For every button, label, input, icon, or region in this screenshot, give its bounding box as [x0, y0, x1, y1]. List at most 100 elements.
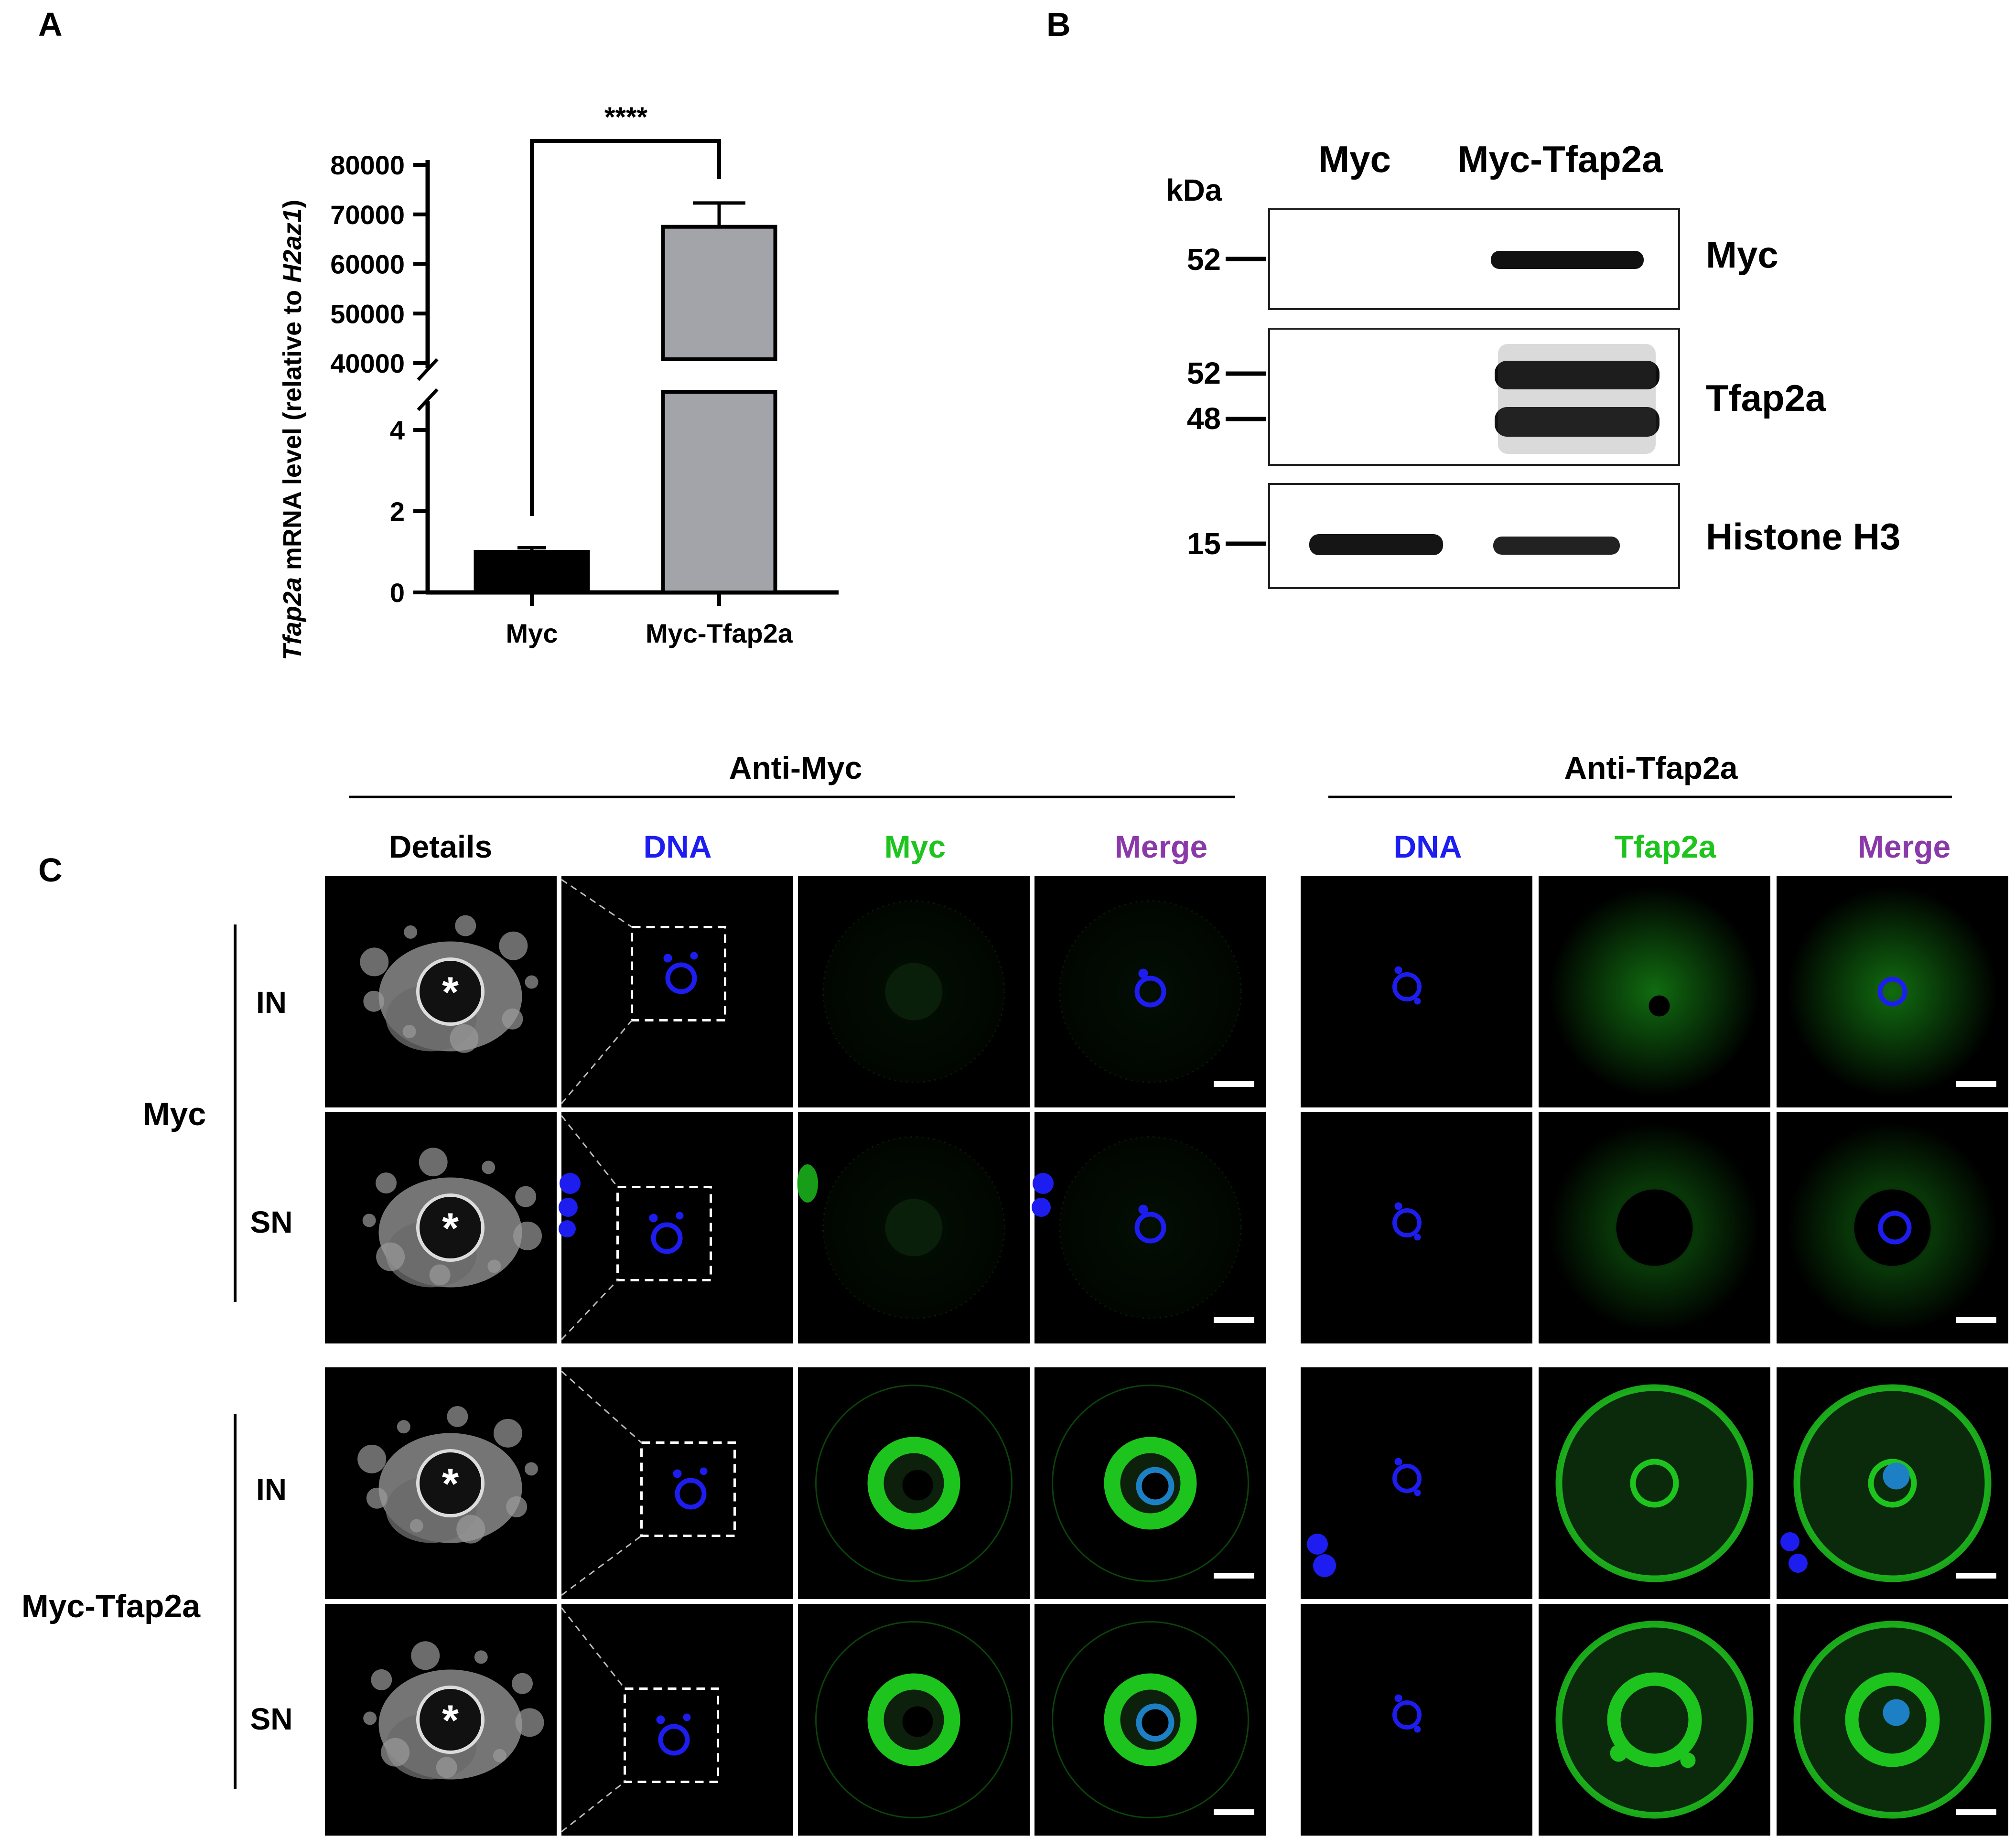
chromatin-spot [676, 1212, 684, 1220]
lane-label-myc-tfap2a: Myc-Tfap2a [1457, 138, 1663, 180]
y-tick-label: 40000 [330, 348, 405, 378]
scale-bar [1214, 1081, 1254, 1087]
cell-debris [381, 1738, 410, 1767]
micrograph-tile [561, 1604, 793, 1836]
zoom-box [616, 1186, 712, 1281]
merged-chromatin [1136, 1467, 1175, 1505]
cell-debris [506, 1496, 528, 1517]
chromatin-ring [1392, 972, 1422, 1001]
nuclear-tfap2a-signal [1868, 1459, 1917, 1508]
chromatin-spot [649, 1214, 658, 1223]
tfap2a-signal [1787, 886, 1998, 1097]
nucleus-asterisk: * [442, 1697, 459, 1745]
band-histone-myc [1309, 534, 1443, 555]
chromatin-spot [673, 1469, 682, 1478]
cell-debris [512, 1673, 533, 1694]
chromatin-spot [1394, 1694, 1402, 1702]
cell-debris [447, 1406, 468, 1427]
microscopy-panel: Anti-Myc Anti-Tfap2a Details DNA Myc Mer… [22, 750, 2008, 1836]
lane-label-myc: Myc [1318, 138, 1391, 180]
zoom-box [640, 1441, 736, 1537]
nucleus-asterisk: * [442, 969, 459, 1017]
axis-break-mark-upper [417, 358, 439, 381]
band-tfap2a-52 [1495, 361, 1659, 389]
cell-debris [371, 1669, 392, 1690]
column-header-merge: Merge [1115, 829, 1207, 864]
bar-myc-tfap2a-lower [661, 390, 777, 594]
cumulus-cell [559, 1220, 576, 1237]
cell-debris [411, 1641, 440, 1670]
cell-debris [362, 1214, 376, 1227]
nuclear-region [1616, 1189, 1693, 1266]
chromatin-spot [663, 954, 672, 963]
x-tick-label: Myc-Tfap2a [646, 618, 793, 648]
cell-debris [366, 1487, 388, 1509]
tfap2a-membrane [1555, 1384, 1754, 1582]
cell-debris [493, 1418, 522, 1448]
tfap2a-focus [1680, 1752, 1696, 1768]
cumulus-cell [1032, 1198, 1051, 1217]
band-tfap2a-smear [1498, 344, 1656, 454]
zoom-line [561, 1370, 642, 1443]
cell-debris [404, 925, 418, 939]
row-label-sn-1: SN [250, 1205, 293, 1239]
chromatin-spot [1394, 1458, 1402, 1466]
y-tick-label: 80000 [330, 150, 405, 180]
chromatin-ring [1878, 1211, 1912, 1245]
scale-bar [1214, 1573, 1254, 1579]
zoom-line [561, 1781, 625, 1833]
chromatin-spot [1394, 1202, 1402, 1210]
y-tick-label: 60000 [330, 249, 405, 279]
oocyte-membrane [1052, 1621, 1249, 1818]
cumulus-cell [1307, 1534, 1328, 1555]
bar-myc-tfap2a-upper [661, 225, 777, 361]
chromatin-spot [700, 1467, 708, 1475]
nucleus [416, 1686, 485, 1754]
chromatin-spot [1414, 1726, 1421, 1733]
cell-debris [493, 1749, 506, 1762]
cell-debris [525, 975, 539, 989]
tfap2a-focus [1610, 1744, 1627, 1762]
marker-48-tfap2a: 48 [1187, 401, 1221, 436]
band-histone-myc-tfap2a [1493, 537, 1620, 555]
kda-unit-label: kDa [1166, 173, 1222, 207]
cumulus-cell [797, 1164, 818, 1203]
chromatin-spot [1414, 1234, 1421, 1241]
panel-label-c: C [38, 851, 63, 889]
scale-bar [1956, 1317, 1996, 1323]
cell-debris [397, 1420, 410, 1434]
nuclear-tfap2a-signal [1845, 1672, 1940, 1767]
tfap2a-signal [1549, 886, 1760, 1097]
nucleolus [1649, 995, 1670, 1017]
y-tick-label: 50000 [330, 299, 405, 329]
chromatin-spot [656, 1715, 665, 1724]
western-blot-panel: Myc Myc-Tfap2a kDa 52 Myc 52 48 Tfap2a 1… [1166, 138, 1900, 589]
nucleus [416, 1193, 485, 1262]
cell-debris [360, 947, 389, 977]
cumulus-cell [1313, 1554, 1336, 1577]
blot-label-tfap2a: Tfap2a [1706, 377, 1826, 419]
zoom-line [560, 1607, 625, 1689]
cumulus-cell [1033, 1173, 1054, 1194]
tfap2a-membrane [1555, 1621, 1754, 1819]
y-label-mid: mRNA level (relative to [278, 283, 307, 577]
oocyte-membrane [1059, 900, 1242, 1083]
marker-15-histone: 15 [1187, 526, 1221, 561]
nuclear-region [885, 1199, 943, 1257]
cell-debris [502, 1008, 523, 1030]
merged-chromatin [1883, 1462, 1910, 1490]
marker-52-myc: 52 [1187, 242, 1221, 277]
blot-label-myc: Myc [1706, 234, 1778, 276]
nucleolus [902, 1470, 933, 1501]
y-label-gene: Tfap2a [278, 577, 307, 660]
row-label-in-2: IN [256, 1472, 287, 1507]
x-tick-label: Myc [506, 618, 558, 648]
group-label-myc-tfap2a: Myc-Tfap2a [22, 1588, 201, 1624]
nucleus-asterisk: * [442, 1205, 459, 1253]
blot-tfap2a [1268, 328, 1680, 466]
cell-debris [524, 1462, 538, 1476]
group-label-myc: Myc [143, 1096, 206, 1132]
band-tfap2a-48 [1495, 407, 1659, 437]
cumulus-cell [1780, 1532, 1799, 1551]
chromatin-spot [1394, 966, 1402, 974]
